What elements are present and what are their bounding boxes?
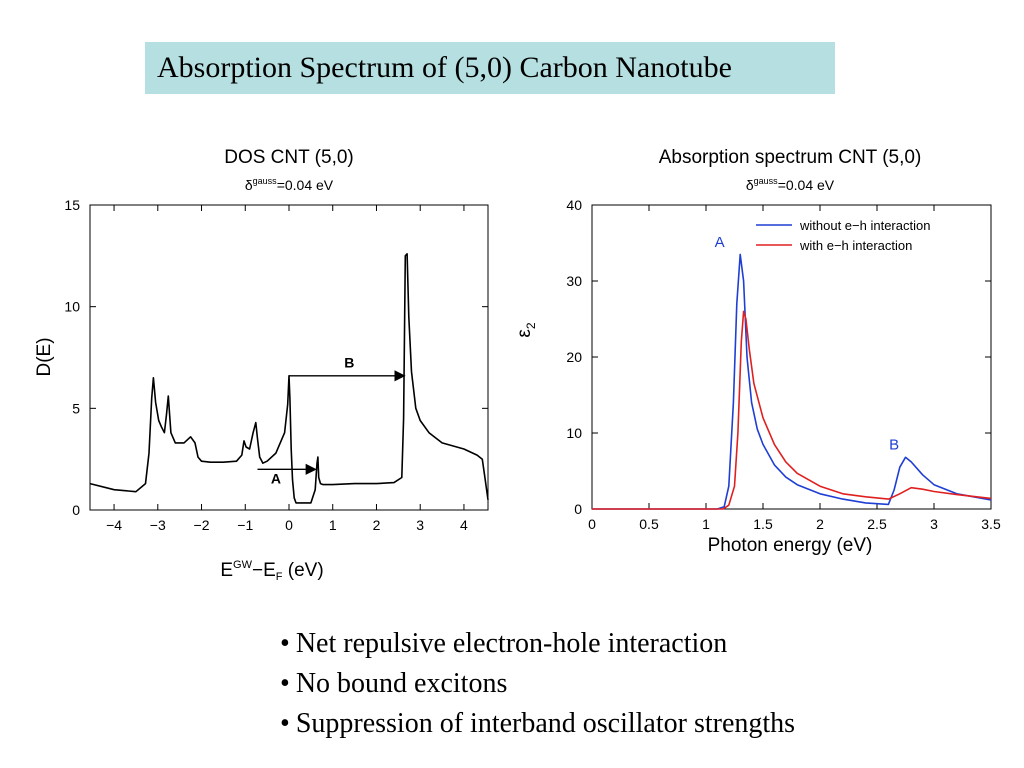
dos-series-group [89,253,489,504]
dos-y-tick-label: 5 [72,400,80,416]
dos-xlabel-sub: F [276,571,283,583]
abs-y-tick-label: 10 [566,425,582,441]
dos-x-tick-label: −3 [150,517,166,533]
dos-y-axis-label: D(E) [34,337,55,376]
dos-y-tick-label: 0 [72,502,80,518]
dos-annotation-label: B [344,355,354,371]
dos-x-tick-label: −1 [237,517,253,533]
absorption-y-axis-label: ε2 [514,322,538,337]
bullet-item: Net repulsive electron-hole interaction [280,624,795,664]
abs-ylabel-sub: 2 [524,322,538,329]
dos-series-line-0 [89,253,489,504]
abs-subtitle-symbol: δ [746,177,754,193]
absorption-x-axis-label: Photon energy (eV) [708,535,873,556]
abs-ylabel-base: ε [514,329,535,338]
dos-subtitle-rest: =0.04 eV [277,177,334,193]
abs-x-tick-label: 3.5 [981,516,1001,532]
abs-peak-label: B [889,437,899,454]
absorption-annotations: AB [715,234,899,454]
dos-xlabel-rest: (eV) [282,560,323,581]
dos-x-tick-label: 1 [329,517,337,533]
abs-x-tick-label: 3 [930,516,938,532]
dos-x-axis-label: EGW−EF (eV) [220,559,323,583]
absorption-x-ticks: 0 0.5 1 1.5 2 2.5 3 3.5 [588,205,1001,532]
dos-x-tick-label: 4 [460,517,468,533]
dos-annotations: AB [257,355,406,487]
abs-x-tick-label: 1 [702,516,710,532]
dos-y-tick-label: 10 [64,299,80,315]
absorption-chart-subtitle: δgauss=0.04 eV [746,176,835,193]
dos-x-tick-label: 2 [373,517,381,533]
abs-y-tick-label: 30 [566,273,582,289]
dos-xlabel-sup: GW [233,559,253,571]
dos-chart-subtitle: δgauss=0.04 eV [245,176,334,193]
dos-x-tick-label: 3 [416,517,424,533]
abs-y-tick-label: 20 [566,349,582,365]
abs-series-line-0 [592,253,992,510]
absorption-y-ticks: 0 10 20 30 40 [566,197,991,517]
dos-xlabel-mid: −E [252,560,276,581]
abs-y-tick-label: 0 [574,501,582,517]
abs-x-tick-label: 1.5 [753,516,773,532]
abs-x-tick-label: 0.5 [639,516,659,532]
absorption-legend: without e−h interaction with e−h interact… [756,218,930,253]
dos-y-ticks: 0 5 10 15 [64,197,488,518]
abs-subtitle-superscript: gauss [754,176,779,186]
dos-plot-frame [89,204,489,511]
dos-chart: DOS CNT (5,0) δgauss=0.04 eV −4 −3 −2 −1 0 1 2… [34,147,489,583]
abs-series-line-1 [592,310,992,510]
dos-xlabel-base: E [220,560,233,581]
bullet-list: Net repulsive electron-hole interaction … [280,624,795,744]
absorption-chart-title: Absorption spectrum CNT (5,0) [659,147,922,168]
abs-peak-label: A [715,234,725,251]
dos-annotation-label: A [271,471,281,487]
dos-subtitle-superscript: gauss [253,176,278,186]
bullet-item: Suppression of interband oscillator stre… [280,704,795,744]
abs-x-tick-label: 2.5 [867,516,887,532]
bullet-item: No bound excitons [280,664,795,704]
absorption-plot-frame [591,204,992,510]
abs-subtitle-rest: =0.04 eV [778,177,835,193]
abs-x-tick-label: 0 [588,516,596,532]
absorption-series-group [592,253,992,510]
dos-x-ticks: −4 −3 −2 −1 0 1 2 3 4 [106,205,468,533]
abs-legend-label: with e−h interaction [799,238,912,253]
absorption-chart: Absorption spectrum CNT (5,0) δgauss=0.0… [514,147,1001,556]
abs-y-tick-label: 40 [566,197,582,213]
dos-subtitle-symbol: δ [245,177,253,193]
dos-x-tick-label: −4 [106,517,122,533]
dos-chart-title: DOS CNT (5,0) [224,147,354,168]
abs-legend-label: without e−h interaction [799,218,930,233]
dos-x-tick-label: −2 [194,517,210,533]
dos-y-tick-label: 15 [64,197,80,213]
abs-x-tick-label: 2 [816,516,824,532]
slide-title: Absorption Spectrum of (5,0) Carbon Nano… [145,42,835,94]
dos-x-tick-label: 0 [285,517,293,533]
